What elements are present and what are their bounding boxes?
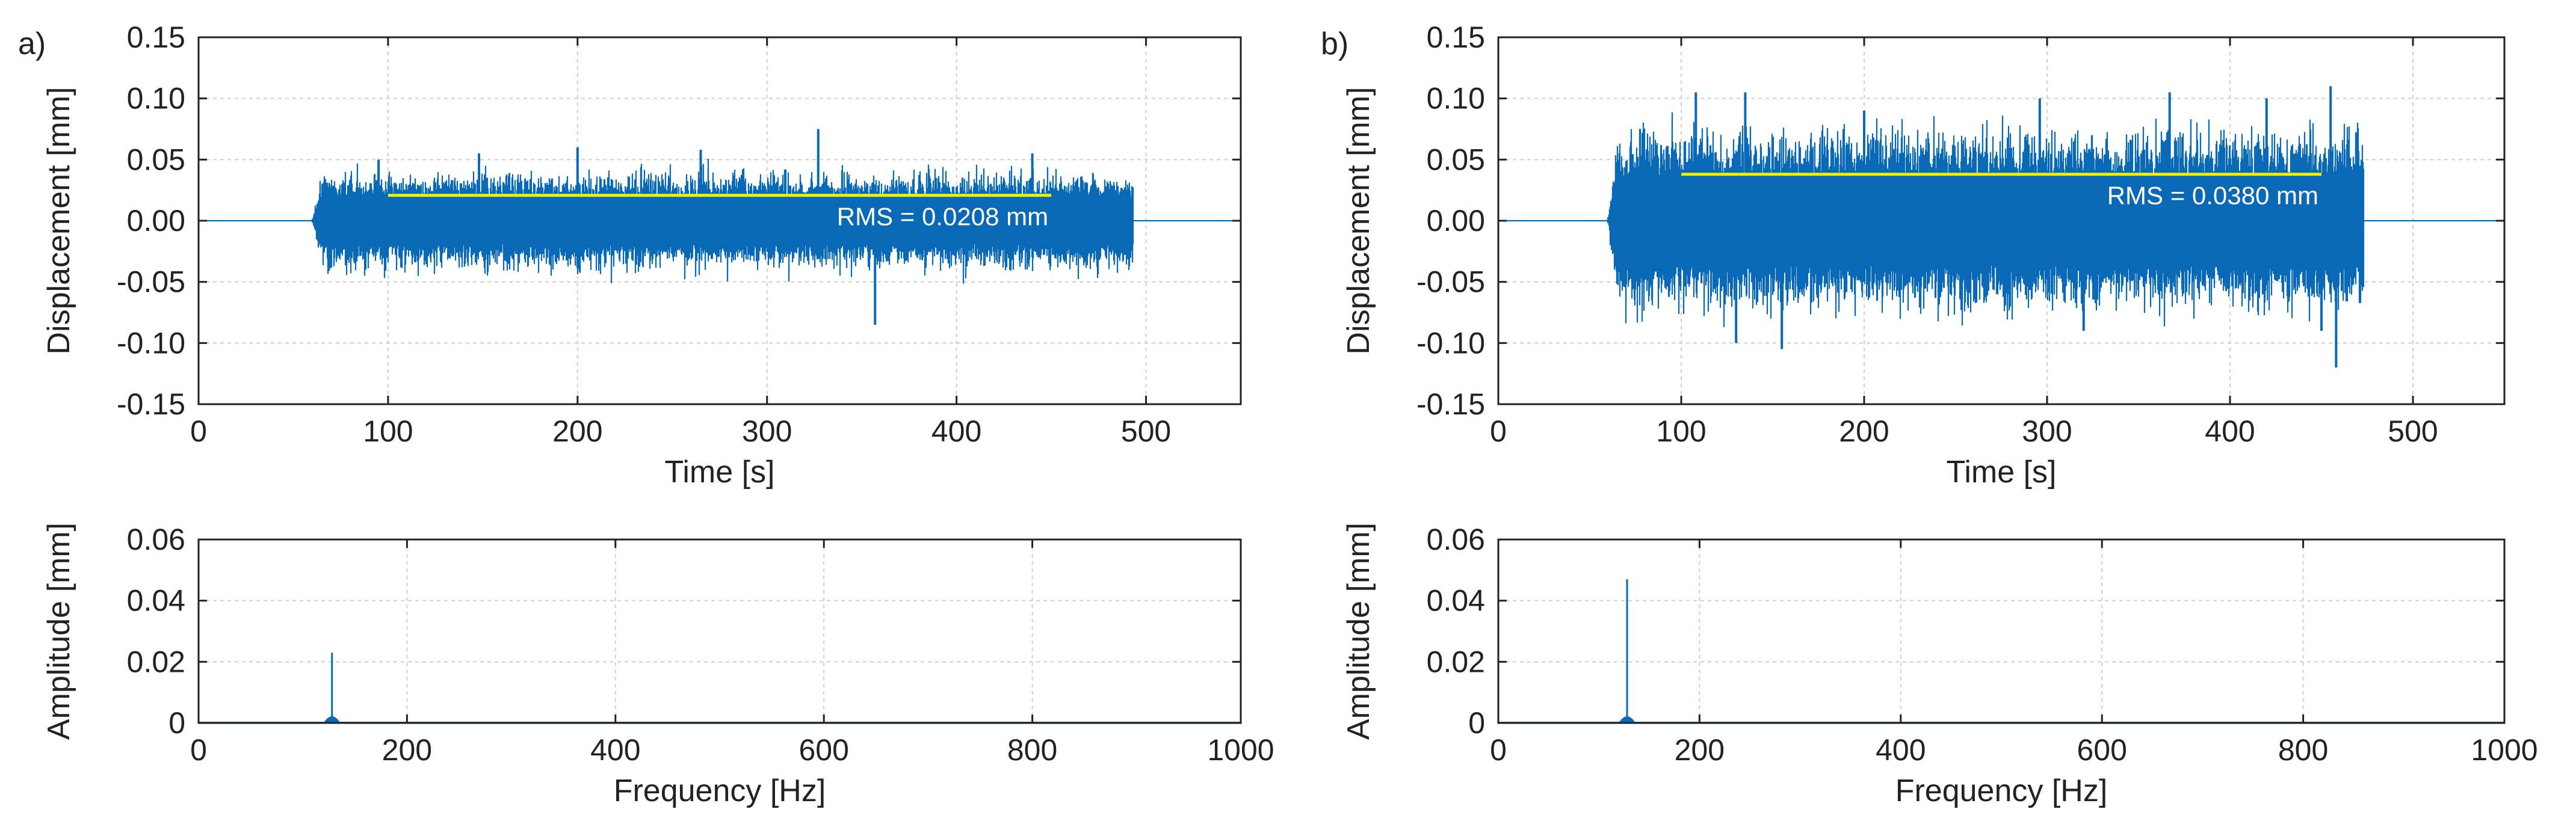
x-axis-label: Time [s] [665, 455, 775, 490]
x-tick-label: 1000 [1207, 733, 1274, 767]
displacement-signal [199, 129, 1241, 325]
x-tick-label: 0 [190, 733, 207, 767]
x-tick-label: 800 [1007, 733, 1057, 767]
axes-frame [197, 538, 1242, 724]
x-tick-label: 400 [2205, 414, 2255, 448]
x-tick-label: 600 [798, 733, 848, 767]
displacement-signal [1498, 86, 2504, 368]
y-tick-label: 0.06 [1427, 523, 1485, 556]
y-tick-label: 0.00 [127, 204, 185, 238]
chart-panel-3: RMS = 0.0380 mm 0 100 200 300 400 500 0.15 0.10 0… [1321, 20, 2506, 490]
rms-label: RMS = 0.0380 mm [2107, 182, 2318, 210]
rms-label: RMS = 0.0208 mm [837, 203, 1048, 231]
x-tick-label: 0 [1490, 414, 1507, 448]
x-tick-label: 100 [1656, 414, 1706, 448]
y-tick-label: 0 [1468, 706, 1485, 740]
y-tick-label: 0.04 [127, 584, 185, 618]
chart-panel-4: 0 200 400 600 800 1000 0.06 0.04 0.02 0 Frequency … [1341, 523, 2538, 808]
x-tick-label: 400 [590, 733, 640, 767]
x-tick-label: 200 [1675, 733, 1725, 767]
x-axis-label: Time [s] [1947, 455, 2057, 490]
x-tick-label: 800 [2278, 733, 2328, 767]
y-tick-label: -0.10 [117, 326, 185, 360]
y-tick-label: -0.15 [117, 387, 185, 421]
y-tick-label: 0.00 [1427, 204, 1485, 238]
x-tick-label: 400 [931, 414, 981, 448]
y-tick-label: 0.15 [127, 20, 185, 54]
y-tick-label: 0.05 [1427, 143, 1485, 176]
y-axis-label: Displacement [mm] [1341, 87, 1376, 355]
y-tick-label: 0.02 [1427, 645, 1485, 678]
y-tick-label: 0.02 [127, 645, 185, 678]
y-tick-label: 0.06 [127, 523, 185, 556]
chart-panel-2: 0 200 400 600 800 1000 0.06 0.04 0.02 0 Frequency … [42, 523, 1274, 808]
y-tick-label: 0.04 [1427, 584, 1485, 618]
x-axis-label: Frequency [Hz] [614, 773, 826, 808]
y-tick-label: -0.10 [1416, 326, 1485, 360]
y-axis-label: Amplitude [mm] [42, 523, 76, 740]
y-tick-label: 0.10 [127, 82, 185, 115]
y-axis-label: Displacement [mm] [42, 87, 76, 355]
x-tick-label: 600 [2077, 733, 2127, 767]
x-tick-label: 200 [382, 733, 432, 767]
x-tick-label: 300 [2022, 414, 2072, 448]
x-tick-label: 500 [1121, 414, 1171, 448]
x-tick-label: 300 [742, 414, 792, 448]
y-tick-label: 0.10 [1427, 82, 1485, 115]
y-tick-label: -0.05 [117, 265, 185, 299]
x-tick-label: 200 [552, 414, 602, 448]
x-tick-label: 200 [1839, 414, 1889, 448]
x-tick-label: 1000 [2471, 733, 2537, 767]
x-tick-label: 0 [1490, 733, 1507, 767]
y-tick-label: -0.15 [1416, 387, 1485, 421]
plot-area [1498, 540, 2504, 723]
y-tick-label: 0.15 [1427, 20, 1485, 54]
y-axis-label: Amplitude [mm] [1341, 523, 1376, 740]
x-tick-label: 0 [190, 414, 207, 448]
chart-panel-1: RMS = 0.0208 mm 0 100 200 300 400 500 0.15 0.10 0… [18, 20, 1242, 490]
panel-label: b) [1321, 26, 1348, 61]
y-tick-label: 0.05 [127, 143, 185, 176]
x-axis-label: Frequency [Hz] [1895, 773, 2108, 808]
y-tick-label: 0 [168, 706, 185, 740]
axes-frame [1497, 538, 2506, 724]
x-tick-label: 100 [363, 414, 413, 448]
panel-label: a) [18, 26, 46, 61]
y-tick-label: -0.05 [1416, 265, 1485, 299]
x-tick-label: 400 [1876, 733, 1926, 767]
plot-area [199, 540, 1241, 723]
x-tick-label: 500 [2388, 414, 2438, 448]
